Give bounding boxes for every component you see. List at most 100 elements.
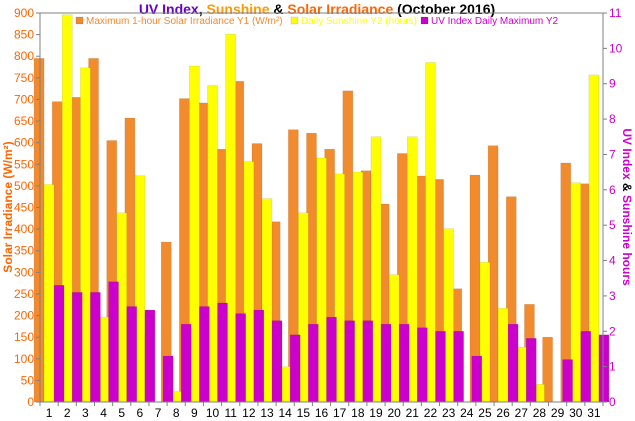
bar-series3-day-31: [598, 334, 610, 403]
x-tick-label: 4: [100, 406, 107, 420]
x-tick-label: 26: [496, 406, 510, 420]
left-tick-label: 0: [27, 395, 34, 409]
title-part-0: UV Index: [620, 128, 634, 180]
bar-series3-day-9: [199, 306, 210, 403]
right-tick-label: 0: [609, 395, 616, 409]
bar-series3-day-23: [453, 331, 464, 403]
x-tick-label: 18: [351, 406, 365, 420]
legend-swatch-1: [75, 16, 84, 25]
legend-label-1: Maximum 1-hour Solar Irradiance Y1 (W/m²…: [86, 16, 283, 27]
x-axis-ticks: 1 2 3 4 5 6 7 8 9 10 11 12 13 14 15 16 17 18 19 20 21 22 23 24 2…: [39, 402, 604, 420]
left-tick-label: 650: [14, 114, 34, 128]
bar-series2-day-1: [43, 184, 55, 403]
bar-series3-day-26: [507, 323, 519, 403]
x-tick-label: 27: [515, 406, 529, 420]
x-tick-label: 28: [533, 406, 547, 420]
left-tick-label: 550: [14, 157, 34, 171]
left-tick-label: 800: [14, 49, 34, 63]
x-tick-label: 2: [64, 406, 71, 420]
title-part-1: ,: [199, 1, 207, 17]
left-axis-ticks: 0 50 100 150 200 250 300 350 400 450 500 550 600 650 7…: [14, 6, 40, 409]
title-part-3: &: [270, 1, 288, 17]
series-2: [43, 14, 600, 403]
x-tick-label: 21: [406, 406, 420, 420]
legend-swatch-2: [290, 16, 299, 25]
left-tick-label: 300: [14, 265, 34, 279]
right-axis-ticks: 0 1 2 3 4 5 6 7 8 9 10 11: [603, 6, 623, 409]
bar-series3-day-10: [217, 302, 228, 403]
bar-series3-day-22: [435, 331, 446, 403]
x-tick-label: 24: [460, 406, 474, 420]
x-tick-label: 20: [387, 406, 401, 420]
legend-swatch-3: [420, 16, 429, 25]
legend-label-3: UV Index Daily Maximum Y2: [431, 16, 559, 27]
left-tick-label: 400: [14, 222, 34, 236]
bar-series3-day-6: [144, 309, 156, 403]
bar-series3-day-2: [71, 292, 83, 403]
left-tick-label: 850: [14, 28, 34, 42]
title-part-2: Sunshine: [207, 1, 270, 17]
bar-series1-day-1: [33, 58, 45, 403]
right-tick-label: 7: [609, 147, 616, 161]
bar-series3-day-29: [562, 359, 573, 403]
right-tick-label: 3: [609, 289, 616, 303]
x-tick-label: 17: [333, 406, 347, 420]
x-tick-label: 23: [442, 406, 456, 420]
right-tick-label: 9: [609, 77, 616, 91]
x-tick-label: 11: [224, 406, 237, 420]
bar-series3-day-19: [380, 323, 392, 403]
x-tick-label: 19: [369, 406, 383, 420]
x-tick-label: 12: [242, 406, 256, 420]
bar-series3-day-12: [253, 309, 265, 403]
bar-series3-day-18: [362, 320, 374, 403]
right-axis-title: UV Index & Sunshine hours: [620, 128, 634, 286]
bar-series3-day-24: [471, 355, 483, 403]
x-tick-label: 22: [424, 406, 438, 420]
left-tick-label: 100: [14, 352, 34, 366]
bar-series3-day-11: [235, 313, 246, 403]
bar-series3-day-13: [271, 320, 283, 403]
right-tick-label: 5: [609, 218, 616, 232]
left-tick-label: 200: [14, 309, 34, 323]
x-tick-label: 5: [118, 406, 125, 420]
x-tick-label: 8: [173, 406, 180, 420]
bar-series3-day-5: [126, 306, 137, 403]
left-axis-title: Solar Irradiance (W/m²): [1, 141, 15, 272]
bar-series3-day-27: [526, 338, 537, 403]
x-tick-label: 25: [478, 406, 492, 420]
x-tick-label: 1: [46, 406, 53, 420]
x-tick-label: 15: [297, 406, 311, 420]
x-tick-label: 7: [155, 406, 162, 420]
right-tick-label: 8: [609, 112, 616, 126]
title-part-2: Sunshine hours: [620, 195, 634, 286]
left-tick-label: 750: [14, 71, 34, 85]
right-tick-label: 11: [609, 6, 622, 20]
bar-series3-day-14: [289, 334, 301, 403]
bar-series3-day-8: [180, 323, 192, 403]
bar-series3-day-7: [162, 355, 174, 403]
bar-series3-day-30: [580, 331, 592, 403]
right-tick-label: 10: [609, 41, 623, 55]
left-tick-label: 50: [21, 373, 35, 387]
left-tick-label: 500: [14, 179, 34, 193]
x-tick-label: 10: [206, 406, 220, 420]
bar-series3-day-17: [344, 320, 355, 403]
left-tick-label: 350: [14, 244, 34, 258]
right-tick-label: 1: [609, 360, 616, 374]
bar-series3-day-21: [417, 327, 428, 403]
series-1: [33, 58, 590, 403]
bar-series3-day-16: [326, 316, 337, 403]
left-tick-label: 450: [14, 201, 34, 215]
right-tick-label: 6: [609, 183, 616, 197]
title-part-1: &: [620, 180, 634, 195]
bar-series3-day-3: [90, 292, 101, 403]
left-tick-label: 250: [14, 287, 34, 301]
legend-label-2: Daily Sunshine Y2 (hours): [301, 16, 417, 27]
title-part-0: UV Index: [139, 1, 199, 17]
left-tick-label: 900: [14, 6, 34, 20]
x-tick-label: 31: [587, 406, 601, 420]
left-tick-label: 700: [14, 92, 34, 106]
x-tick-label: 29: [551, 406, 565, 420]
x-tick-label: 3: [82, 406, 89, 420]
